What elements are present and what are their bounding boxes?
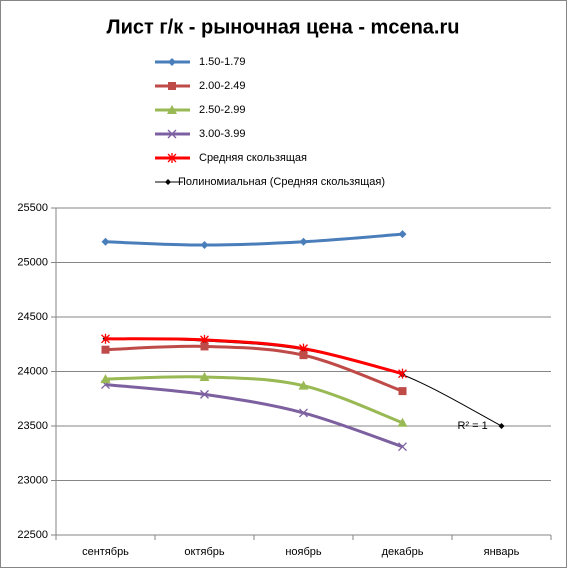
legend-label: Средняя скользящая xyxy=(199,152,307,164)
marker xyxy=(199,371,210,381)
marker xyxy=(299,408,308,418)
marker xyxy=(397,417,408,427)
marker xyxy=(398,442,407,452)
marker xyxy=(200,241,209,250)
marker xyxy=(167,105,177,114)
x-tick-label: декабрь xyxy=(382,546,424,558)
marker xyxy=(200,389,209,399)
y-tick-label: 25000 xyxy=(17,256,48,268)
x-tick-label: ноябрь xyxy=(285,546,322,558)
marker xyxy=(200,342,209,351)
series-line xyxy=(105,337,403,376)
y-tick-label: 24500 xyxy=(17,311,48,323)
x-tick-label: сентябрь xyxy=(82,546,129,558)
y-tick-label: 23500 xyxy=(17,420,48,432)
y-tick-label: 22500 xyxy=(17,529,48,541)
y-tick-label: 24000 xyxy=(17,365,48,377)
marker xyxy=(168,82,176,90)
marker xyxy=(167,129,177,139)
annotation: R² = 1 xyxy=(458,420,488,432)
series-line xyxy=(105,383,403,449)
marker xyxy=(398,387,407,396)
marker xyxy=(298,380,309,390)
marker xyxy=(101,237,110,246)
y-tick-label: 25500 xyxy=(17,202,48,214)
marker xyxy=(167,153,177,163)
marker xyxy=(398,368,407,379)
legend-label: 1.50-1.79 xyxy=(199,56,245,68)
y-tick-label: 23000 xyxy=(17,474,48,486)
marker xyxy=(299,237,308,246)
chart-title: Лист г/к - рыночная цена - mcena.ru xyxy=(107,16,460,38)
marker xyxy=(498,423,505,429)
marker xyxy=(165,179,171,185)
legend-label: Полиномиальная (Средняя скользящая) xyxy=(178,176,385,188)
marker xyxy=(299,351,308,360)
series-line xyxy=(105,344,404,393)
marker xyxy=(168,58,176,66)
x-tick-label: январь xyxy=(484,546,520,558)
marker xyxy=(101,333,110,344)
series-line xyxy=(105,232,403,247)
legend-label: 2.50-2.99 xyxy=(199,104,245,116)
legend-label: 3.00-3.99 xyxy=(199,128,245,140)
legend-label: 2.00-2.49 xyxy=(199,80,245,92)
x-tick-label: октябрь xyxy=(184,546,224,558)
marker xyxy=(101,345,110,354)
marker xyxy=(100,374,111,384)
series-line xyxy=(105,375,404,425)
marker xyxy=(398,230,407,239)
